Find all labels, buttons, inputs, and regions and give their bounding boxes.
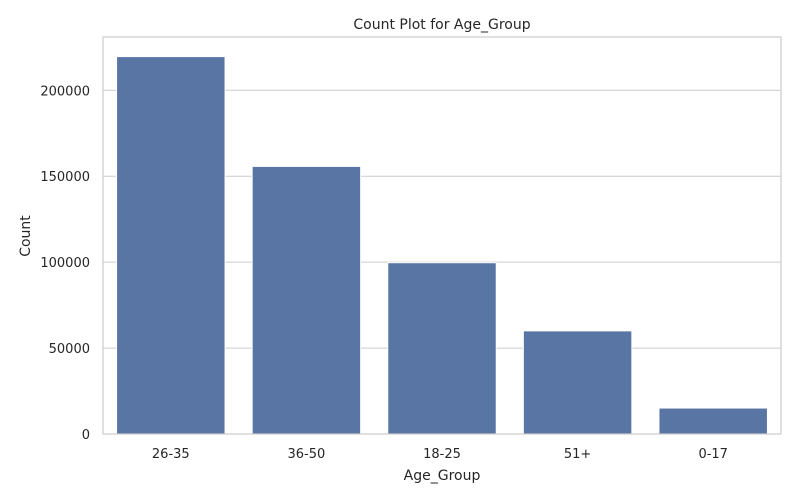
x-tick-label: 36-50 bbox=[288, 447, 326, 462]
bar-18-25 bbox=[387, 262, 497, 435]
bar-0-17 bbox=[658, 407, 768, 435]
bar-51+ bbox=[522, 330, 633, 435]
x-tick-label: 0-17 bbox=[698, 447, 728, 462]
bar-26-35 bbox=[116, 56, 226, 435]
x-tick-labels: 26-35 36-50 18-25 51+ 0-17 bbox=[152, 447, 728, 462]
y-tick-labels: 0 50000 100000 150000 200000 bbox=[40, 84, 90, 443]
bar-36-50 bbox=[251, 165, 362, 435]
y-axis-label: Count bbox=[18, 215, 34, 257]
y-tick-label: 50000 bbox=[49, 342, 90, 357]
bars-layer bbox=[116, 56, 768, 435]
x-tick-label: 18-25 bbox=[423, 447, 461, 462]
chart-title: Count Plot for Age_Group bbox=[353, 17, 530, 33]
y-tick-label: 100000 bbox=[40, 256, 90, 271]
plot-frame bbox=[102, 36, 782, 435]
y-tick-label: 0 bbox=[82, 428, 90, 443]
y-tick-label: 200000 bbox=[40, 84, 90, 99]
x-axis-label: Age_Group bbox=[404, 468, 481, 484]
y-tick-label: 150000 bbox=[40, 170, 90, 185]
x-tick-label: 26-35 bbox=[152, 447, 190, 462]
x-tick-label: 51+ bbox=[564, 447, 591, 462]
